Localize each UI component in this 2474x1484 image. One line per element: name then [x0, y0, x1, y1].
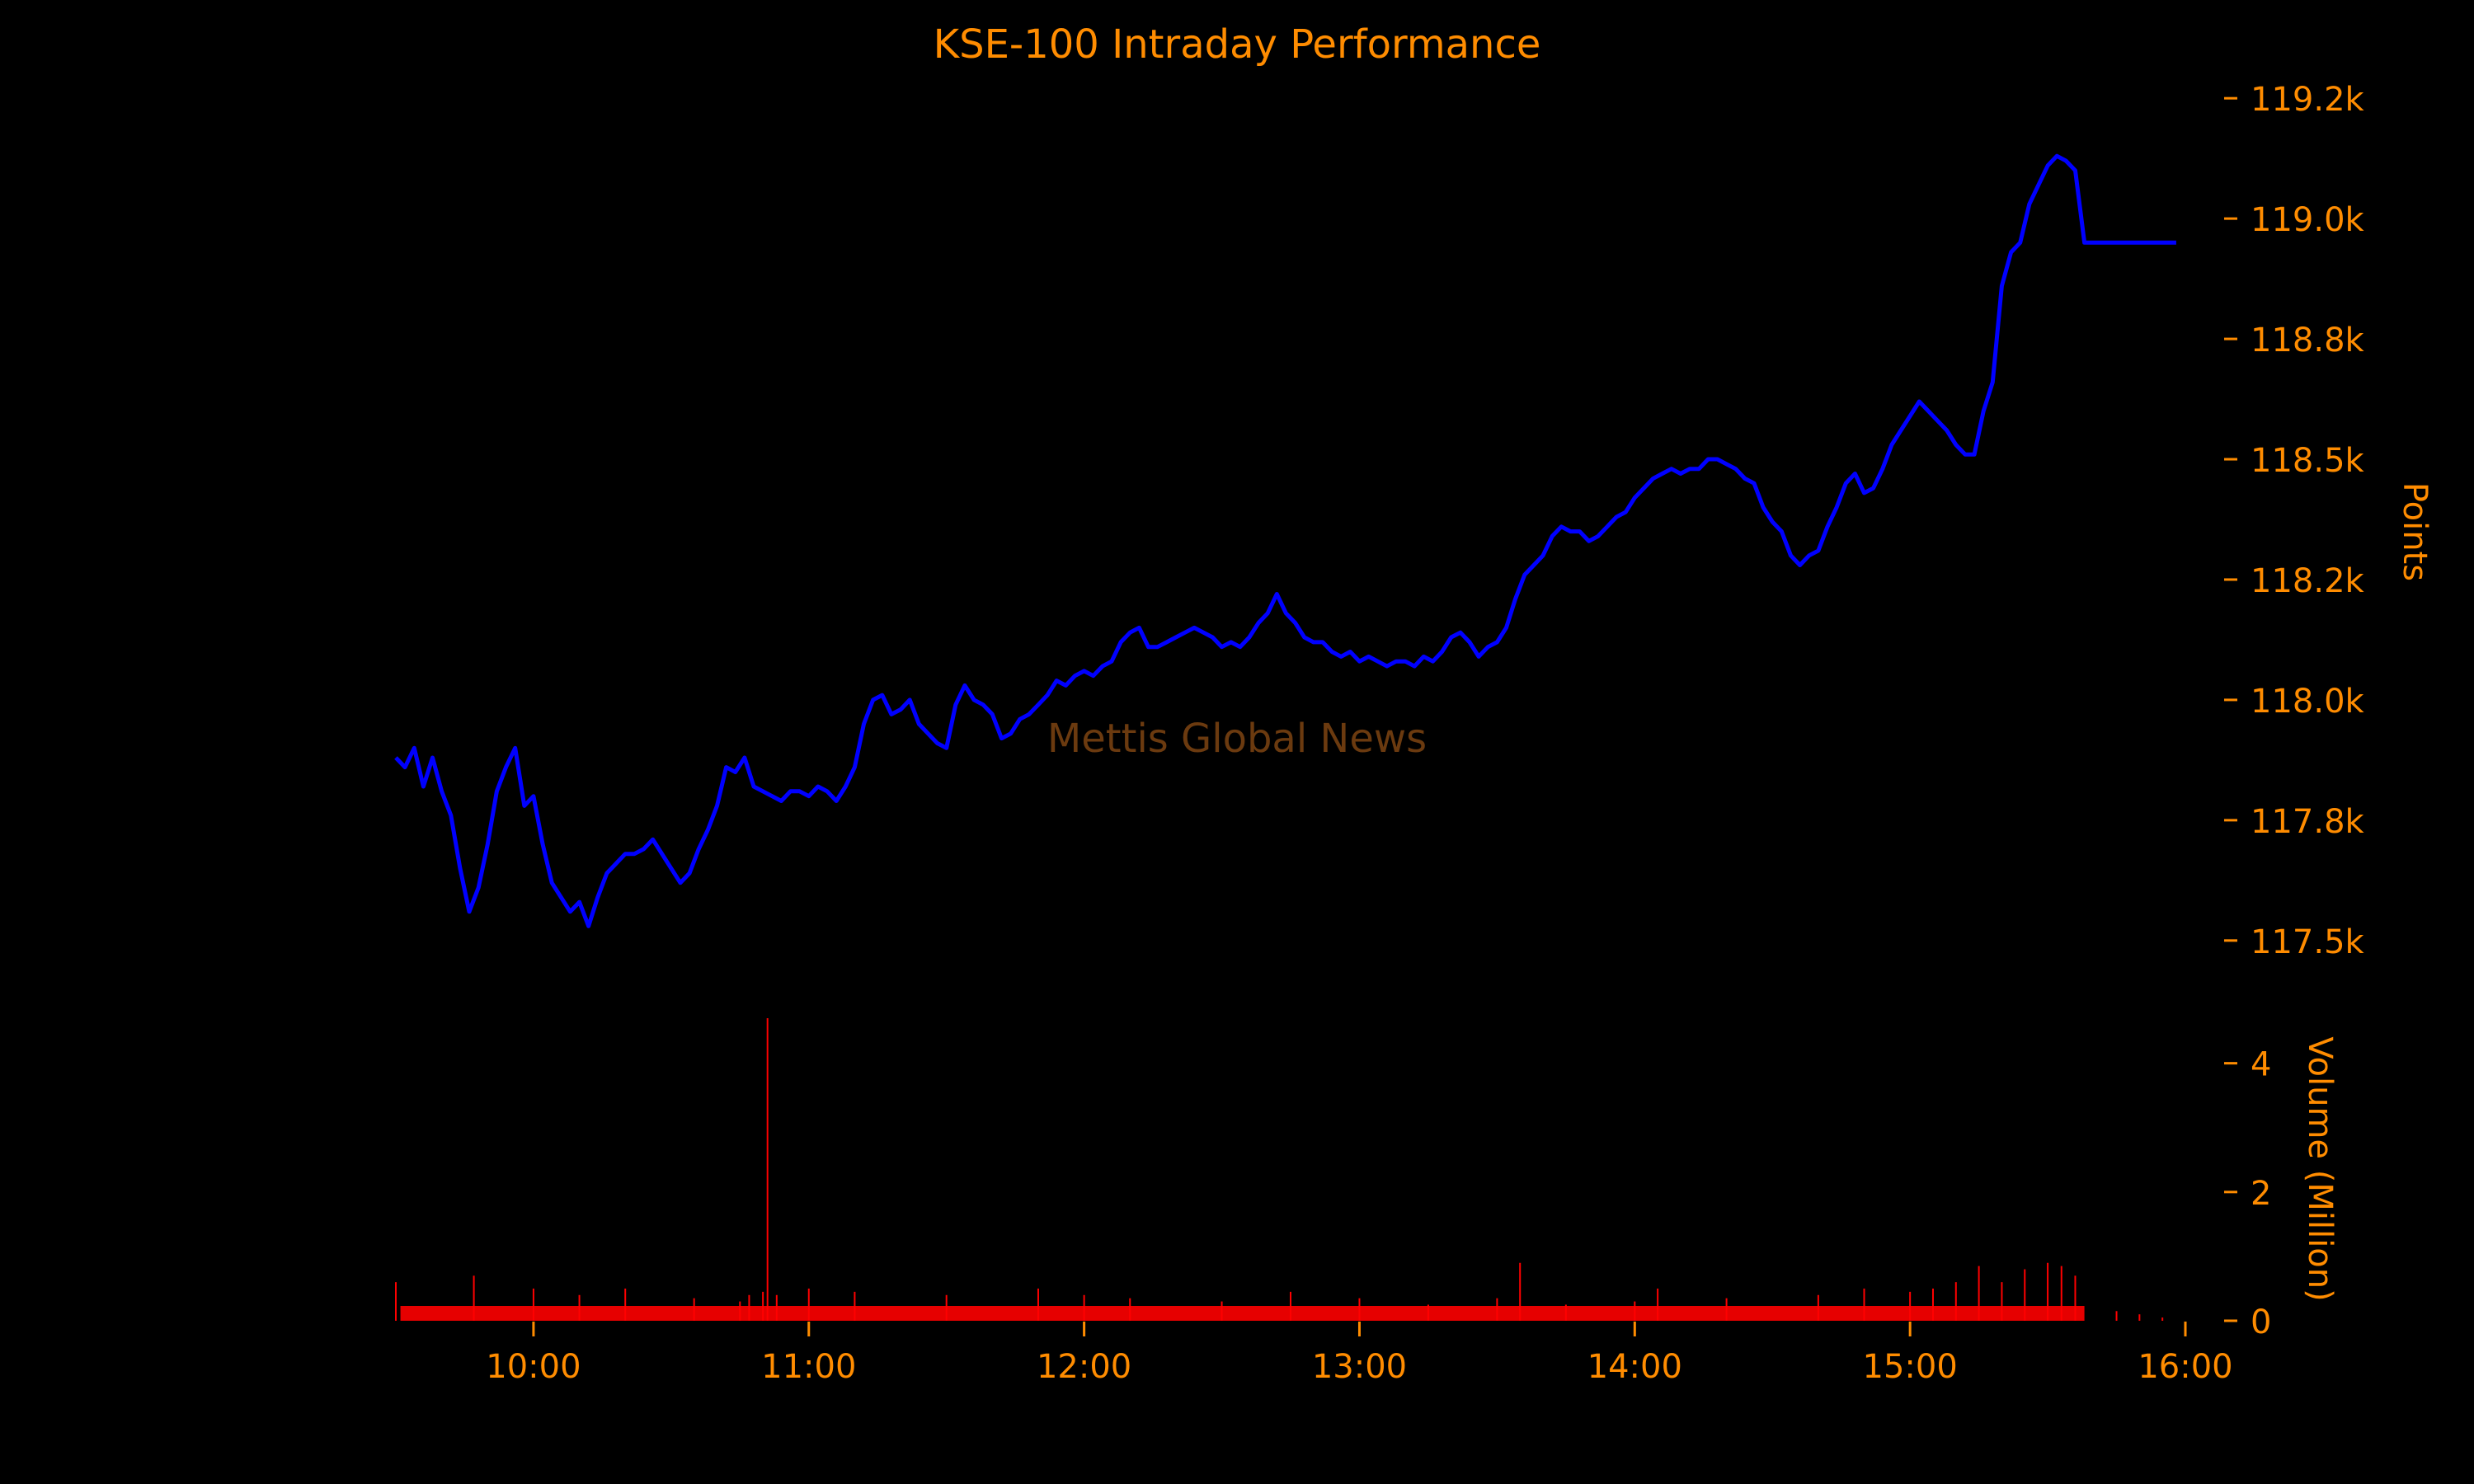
price-tick-label: 119.2k: [2251, 81, 2365, 119]
time-tick-label: 12:00: [1037, 1348, 1131, 1386]
price-tick-label: 119.0k: [2251, 201, 2365, 239]
price-tick-label: 117.8k: [2251, 803, 2365, 841]
price-tick-label: 118.2k: [2251, 562, 2365, 600]
volume-axis-label: Volume (Million): [2301, 1036, 2339, 1301]
price-line-layer: [394, 153, 2176, 928]
volume-tick-label: 0: [2251, 1303, 2271, 1341]
time-tick-label: 14:00: [1587, 1348, 1682, 1386]
price-tick-label: 117.5k: [2251, 923, 2365, 961]
price-axis-label: Points: [2396, 482, 2434, 581]
price-tick-label: 118.8k: [2251, 322, 2365, 359]
time-tick-label: 15:00: [1863, 1348, 1958, 1386]
price-line: [394, 153, 2176, 928]
axes: 117.5k 117.8k 118.0k 118.2k 118.5k 118.8k 119.…: [486, 81, 2364, 1386]
time-tick-label: 13:00: [1312, 1348, 1407, 1386]
price-tick-label: 118.0k: [2251, 683, 2365, 721]
volume-tick-label: 4: [2251, 1046, 2271, 1084]
price-tick-label: 118.5k: [2251, 442, 2365, 480]
chart-title: KSE-100 Intraday Performance: [934, 21, 1541, 68]
volume-bars: [395, 1018, 2164, 1321]
time-tick-label: 11:00: [761, 1348, 856, 1386]
volume-tick-label: 2: [2251, 1175, 2271, 1213]
volume-base-band: [400, 1306, 2085, 1321]
time-tick-label: 10:00: [486, 1348, 581, 1386]
time-tick-label: 16:00: [2138, 1348, 2232, 1386]
watermark: Mettis Global News: [1047, 716, 1427, 762]
